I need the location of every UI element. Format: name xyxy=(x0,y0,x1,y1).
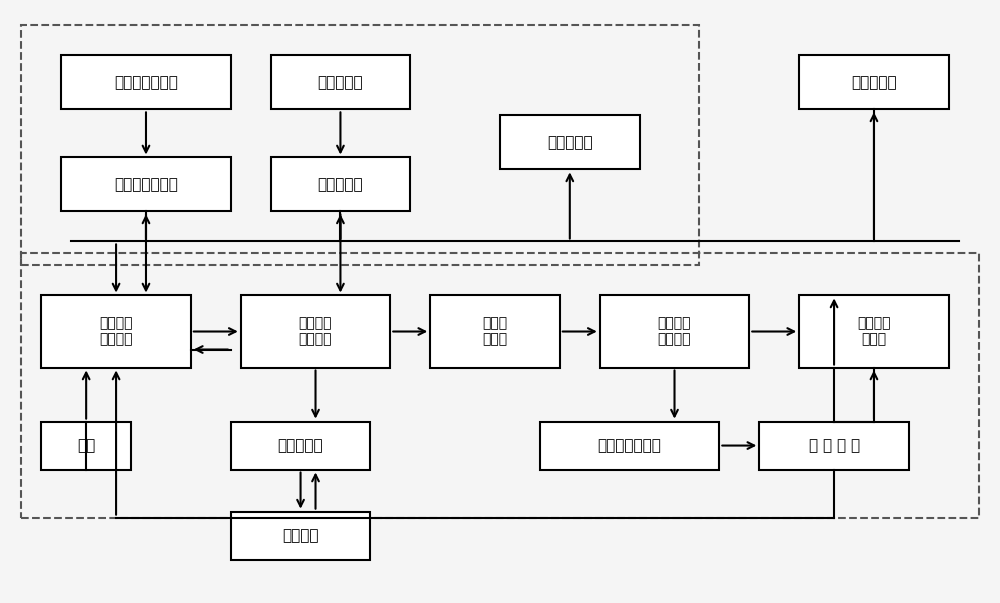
Text: 其它新能源: 其它新能源 xyxy=(547,135,593,150)
FancyBboxPatch shape xyxy=(430,295,560,367)
FancyBboxPatch shape xyxy=(500,115,640,169)
FancyBboxPatch shape xyxy=(799,295,949,367)
Text: 市电: 市电 xyxy=(77,438,95,453)
Text: 能量分配
管理模块: 能量分配 管理模块 xyxy=(658,317,691,347)
FancyBboxPatch shape xyxy=(41,295,191,367)
FancyBboxPatch shape xyxy=(241,295,390,367)
FancyBboxPatch shape xyxy=(41,421,131,470)
FancyBboxPatch shape xyxy=(61,157,231,212)
Text: 光伏并网逆变器: 光伏并网逆变器 xyxy=(114,177,178,192)
Text: 柴油发电机: 柴油发电机 xyxy=(851,75,897,90)
Text: 显示及输
出模块: 显示及输 出模块 xyxy=(857,317,891,347)
FancyBboxPatch shape xyxy=(271,55,410,109)
FancyBboxPatch shape xyxy=(61,55,231,109)
FancyBboxPatch shape xyxy=(600,295,749,367)
FancyBboxPatch shape xyxy=(759,421,909,470)
Text: 风机变流器: 风机变流器 xyxy=(318,177,363,192)
FancyBboxPatch shape xyxy=(231,511,370,560)
Bar xyxy=(21,253,979,517)
Text: 双向逆变器: 双向逆变器 xyxy=(278,438,323,453)
FancyBboxPatch shape xyxy=(231,421,370,470)
Text: 风力发电机: 风力发电机 xyxy=(318,75,363,90)
Bar xyxy=(21,25,699,265)
FancyBboxPatch shape xyxy=(271,157,410,212)
Text: 太阳能电池组件: 太阳能电池组件 xyxy=(114,75,178,90)
Text: 电动汽车充电桩: 电动汽车充电桩 xyxy=(598,438,662,453)
Text: 储能电池: 储能电池 xyxy=(282,528,319,543)
FancyBboxPatch shape xyxy=(799,55,949,109)
Text: 信号采集
电路模块: 信号采集 电路模块 xyxy=(99,317,133,347)
Text: 智能控制
电路模块: 智能控制 电路模块 xyxy=(299,317,332,347)
Text: 监 控 系 统: 监 控 系 统 xyxy=(809,438,860,453)
Text: 通信管
理模块: 通信管 理模块 xyxy=(482,317,508,347)
FancyBboxPatch shape xyxy=(540,421,719,470)
